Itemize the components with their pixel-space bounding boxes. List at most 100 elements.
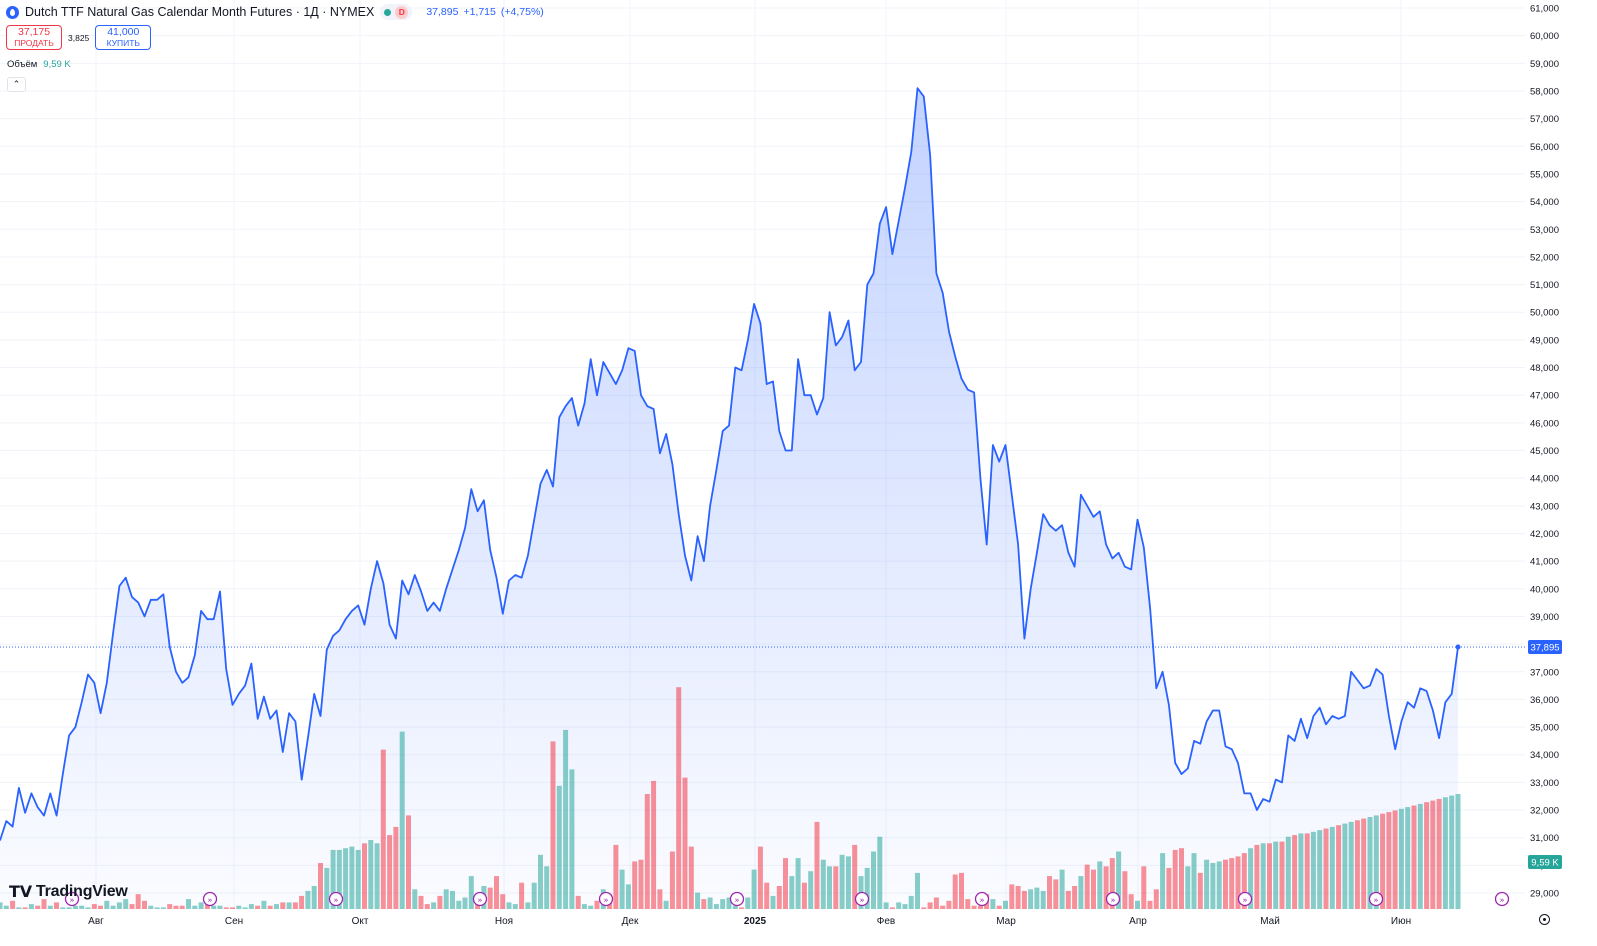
volume-bar	[1053, 879, 1059, 909]
volume-badge-text: 9,59 K	[1531, 858, 1559, 869]
volume-bar	[814, 821, 820, 909]
volume-bar	[977, 905, 983, 909]
volume-bar	[1298, 833, 1304, 909]
volume-bar	[959, 872, 964, 909]
y-tick-label: 48,000	[1530, 363, 1559, 374]
volume-bar	[701, 899, 707, 909]
y-tick-label: 47,000	[1530, 391, 1559, 402]
y-tick-label: 37,000	[1530, 667, 1559, 678]
x-tick-label: Сен	[225, 916, 243, 927]
volume-bar	[173, 905, 179, 909]
volume-bar	[318, 863, 323, 909]
volume-bar	[487, 887, 493, 909]
brand-name: TradingView	[35, 883, 128, 900]
volume-bar	[971, 905, 977, 909]
volume-bar	[60, 907, 66, 909]
volume-bar	[54, 902, 59, 909]
rollover-arrow-icon: »	[334, 896, 339, 905]
volume-bar	[1009, 884, 1015, 909]
volume-bar	[387, 835, 393, 909]
volume-bar	[839, 854, 845, 909]
volume-bar	[1292, 835, 1298, 909]
settings-gear-icon[interactable]	[1539, 914, 1550, 925]
volume-bar	[519, 882, 525, 909]
volume-bar	[330, 849, 336, 909]
volume-bar	[437, 895, 443, 909]
volume-bar	[362, 843, 367, 909]
volume-bar	[393, 826, 399, 909]
volume-bar	[877, 836, 883, 909]
y-tick-label: 51,000	[1530, 280, 1559, 291]
volume-bar	[1304, 833, 1310, 909]
sell-label: ПРОДАТЬ	[14, 38, 54, 48]
volume-bar	[179, 905, 185, 909]
volume-bar	[98, 905, 103, 909]
volume-bar	[682, 777, 688, 909]
market-status-pill[interactable]: D	[380, 4, 413, 20]
volume-bar	[85, 907, 91, 909]
volume-bar	[1424, 802, 1430, 909]
chart-header: Dutch TTF Natural Gas Calendar Month Fut…	[6, 4, 544, 20]
volume-bar	[248, 904, 254, 909]
x-tick-label: Дек	[622, 916, 639, 927]
volume-bar	[933, 897, 939, 909]
volume-bar	[1109, 858, 1115, 909]
volume-bar	[563, 729, 569, 909]
rollover-arrow-icon: »	[1111, 896, 1116, 905]
volume-bar	[494, 876, 499, 909]
volume-bar	[695, 892, 701, 909]
volume-bar	[531, 882, 537, 909]
volume-bar	[783, 858, 788, 909]
volume-bar	[28, 904, 34, 909]
volume-bar	[1260, 843, 1266, 909]
collapse-legend-button[interactable]: ⌃	[7, 77, 26, 92]
volume-bar	[833, 866, 839, 909]
volume-bar	[79, 905, 85, 909]
symbol-title[interactable]: Dutch TTF Natural Gas Calendar Month Fut…	[25, 5, 375, 19]
volume-bar	[211, 905, 217, 909]
y-tick-label: 49,000	[1530, 335, 1559, 346]
y-tick-label: 61,000	[1530, 4, 1559, 15]
tradingview-logo[interactable]: 𝗧𝗩 TradingView	[9, 882, 128, 902]
volume-bar	[1386, 812, 1392, 909]
buy-button[interactable]: 41,000 КУПИТЬ	[95, 25, 152, 50]
volume-bar	[757, 846, 763, 909]
volume-bar	[468, 876, 474, 909]
sell-button[interactable]: 37,175 ПРОДАТЬ	[6, 25, 62, 50]
volume-bar	[1354, 820, 1360, 909]
volume-bar	[148, 905, 154, 909]
volume-bar	[1185, 866, 1191, 909]
volume-bar	[632, 861, 638, 909]
volume-bar	[896, 902, 902, 909]
volume-bar	[1317, 830, 1323, 909]
volume-bar	[274, 904, 279, 909]
rollover-event-icon	[974, 891, 990, 907]
volume-bar	[770, 895, 776, 909]
volume-bar	[1436, 798, 1442, 909]
volume-bar	[1216, 861, 1222, 909]
spread-value: 3,825	[68, 32, 90, 43]
volume-bar	[47, 905, 53, 909]
volume-bar	[1279, 841, 1285, 909]
rollover-event-icon	[64, 891, 80, 907]
volume-bar	[443, 889, 449, 909]
volume-bar	[764, 882, 770, 909]
volume-bar	[512, 904, 518, 909]
x-tick-label: Май	[1260, 916, 1280, 927]
volume-legend[interactable]: Объём 9,59 K	[7, 59, 71, 70]
volume-bar	[1398, 808, 1404, 909]
volume-bar	[1021, 890, 1027, 909]
volume-bar	[544, 866, 550, 909]
volume-bar	[619, 869, 625, 909]
volume-bar	[902, 904, 908, 909]
volume-bar	[10, 900, 16, 909]
volume-bar	[349, 846, 355, 909]
y-tick-label: 32,000	[1530, 806, 1559, 817]
rollover-event-icon	[1105, 891, 1121, 907]
volume-bar	[915, 872, 920, 909]
volume-bar	[1128, 894, 1134, 909]
y-tick-label: 59,000	[1530, 59, 1559, 70]
volume-bar	[883, 902, 889, 909]
volume-bar	[1336, 825, 1342, 909]
